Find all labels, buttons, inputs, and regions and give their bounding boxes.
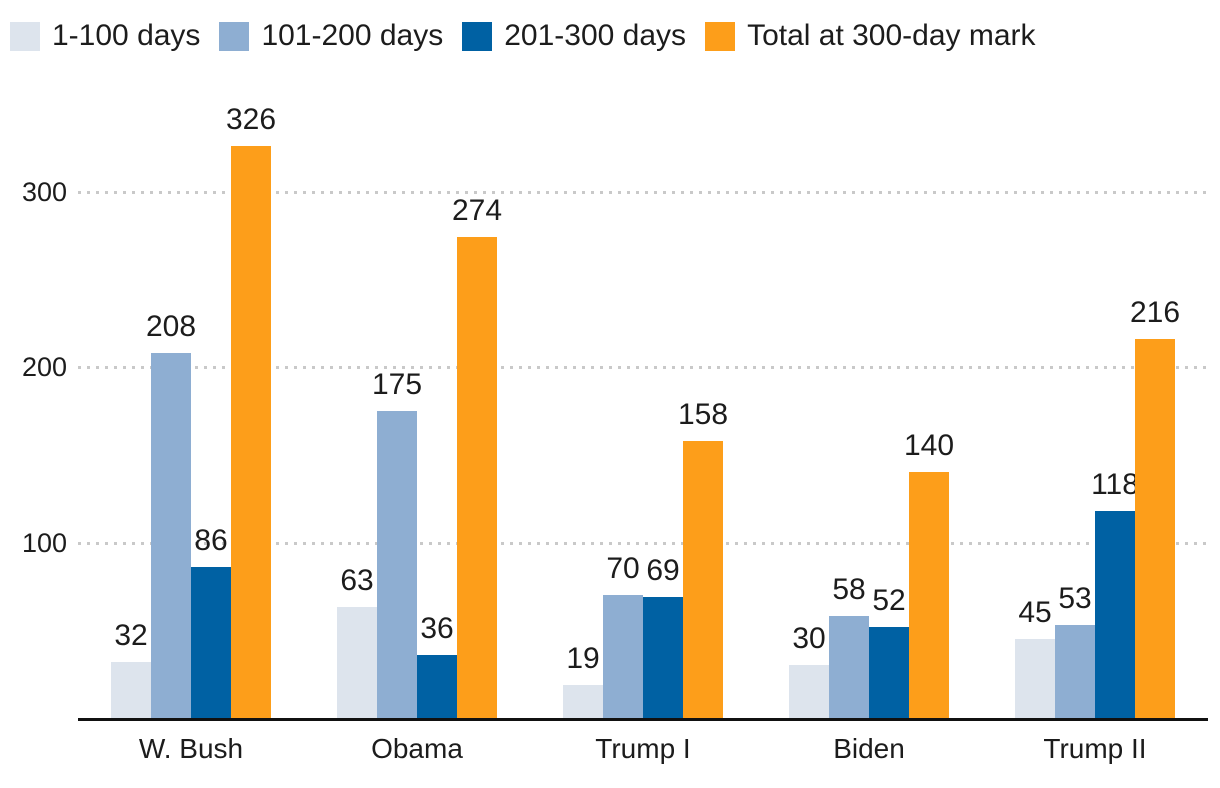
bar-trump-i-101-200-days bbox=[603, 595, 643, 718]
bar-value-label: 45 bbox=[1018, 596, 1052, 629]
bar-value-label: 216 bbox=[1129, 296, 1181, 329]
x-axis-line bbox=[78, 718, 1208, 721]
bar-w-bush-1-100-days bbox=[111, 662, 151, 718]
legend-label: 201-300 days bbox=[504, 19, 687, 52]
legend-swatch-icon bbox=[705, 21, 736, 51]
legend-swatch-icon bbox=[10, 21, 40, 51]
bar-value-label: 52 bbox=[872, 584, 906, 617]
bar-value-label: 32 bbox=[114, 619, 148, 652]
bar-obama-total-at-300-day-mark bbox=[457, 237, 497, 718]
legend-label: 101-200 days bbox=[261, 19, 444, 52]
bar-trump-ii-101-200-days bbox=[1055, 625, 1095, 718]
bar-value-label: 70 bbox=[606, 552, 640, 585]
legend-item-total-300-day-mark: Total at 300-day mark bbox=[705, 18, 1036, 54]
legend-label: Total at 300-day mark bbox=[747, 19, 1036, 52]
bar-biden-1-100-days bbox=[789, 665, 829, 718]
gridline-200 bbox=[78, 366, 1208, 369]
bar-value-label: 140 bbox=[903, 429, 955, 462]
legend-swatch-icon bbox=[462, 21, 493, 51]
bar-value-label: 58 bbox=[832, 573, 866, 606]
bar-value-label: 69 bbox=[646, 554, 680, 587]
x-axis-category-label: Obama bbox=[371, 733, 463, 764]
bar-value-label: 36 bbox=[420, 612, 454, 645]
legend-item-201-300-days: 201-300 days bbox=[462, 18, 686, 54]
bar-w-bush-101-200-days bbox=[151, 353, 191, 718]
bar-biden-total-at-300-day-mark bbox=[909, 472, 949, 718]
y-axis-tick-label: 100 bbox=[21, 527, 67, 558]
bar-w-bush-total-at-300-day-mark bbox=[231, 146, 271, 718]
bar-value-label: 118 bbox=[1091, 468, 1139, 501]
bar-obama-101-200-days bbox=[377, 411, 417, 718]
bar-trump-i-1-100-days bbox=[563, 685, 603, 718]
bar-trump-i-total-at-300-day-mark bbox=[683, 441, 723, 718]
x-axis-category-label: W. Bush bbox=[138, 733, 244, 764]
bar-value-label: 30 bbox=[792, 622, 826, 655]
gridline-300 bbox=[78, 190, 1208, 194]
bar-value-label: 208 bbox=[145, 310, 197, 343]
bar-trump-ii-1-100-days bbox=[1015, 639, 1055, 718]
bar-value-label: 158 bbox=[677, 398, 729, 431]
x-axis-category-label: Trump II bbox=[1043, 733, 1147, 764]
bar-obama-1-100-days bbox=[337, 607, 377, 718]
bar-trump-ii-total-at-300-day-mark bbox=[1135, 339, 1175, 718]
bar-obama-201-300-days bbox=[417, 655, 457, 718]
y-axis-tick-label: 200 bbox=[21, 352, 67, 382]
bar-value-label: 53 bbox=[1058, 582, 1092, 615]
bar-trump-i-201-300-days bbox=[643, 597, 683, 718]
bar-value-label: 274 bbox=[451, 194, 503, 227]
bar-value-label: 19 bbox=[566, 642, 600, 675]
bar-value-label: 86 bbox=[194, 524, 228, 557]
bar-trump-ii-201-300-days bbox=[1095, 511, 1135, 718]
legend-label: 1-100 days bbox=[52, 19, 201, 52]
chart-legend: 1-100 days 101-200 days 201-300 days Tot… bbox=[10, 18, 1036, 54]
legend-item-101-200-days: 101-200 days bbox=[219, 18, 443, 54]
bar-w-bush-201-300-days bbox=[191, 567, 231, 718]
y-axis-tick-label: 300 bbox=[21, 176, 67, 207]
bar-biden-201-300-days bbox=[869, 627, 909, 718]
bar-value-label: 63 bbox=[340, 564, 374, 597]
legend-swatch-icon bbox=[219, 21, 250, 51]
gridline-100 bbox=[78, 541, 1208, 545]
bar-value-label: 175 bbox=[371, 368, 423, 401]
legend-item-1-100-days: 1-100 days bbox=[10, 18, 200, 54]
bar-biden-101-200-days bbox=[829, 616, 869, 718]
x-axis-category-label: Biden bbox=[833, 733, 905, 764]
x-axis-category-label: Trump I bbox=[595, 733, 691, 764]
bar-value-label: 326 bbox=[225, 103, 277, 136]
